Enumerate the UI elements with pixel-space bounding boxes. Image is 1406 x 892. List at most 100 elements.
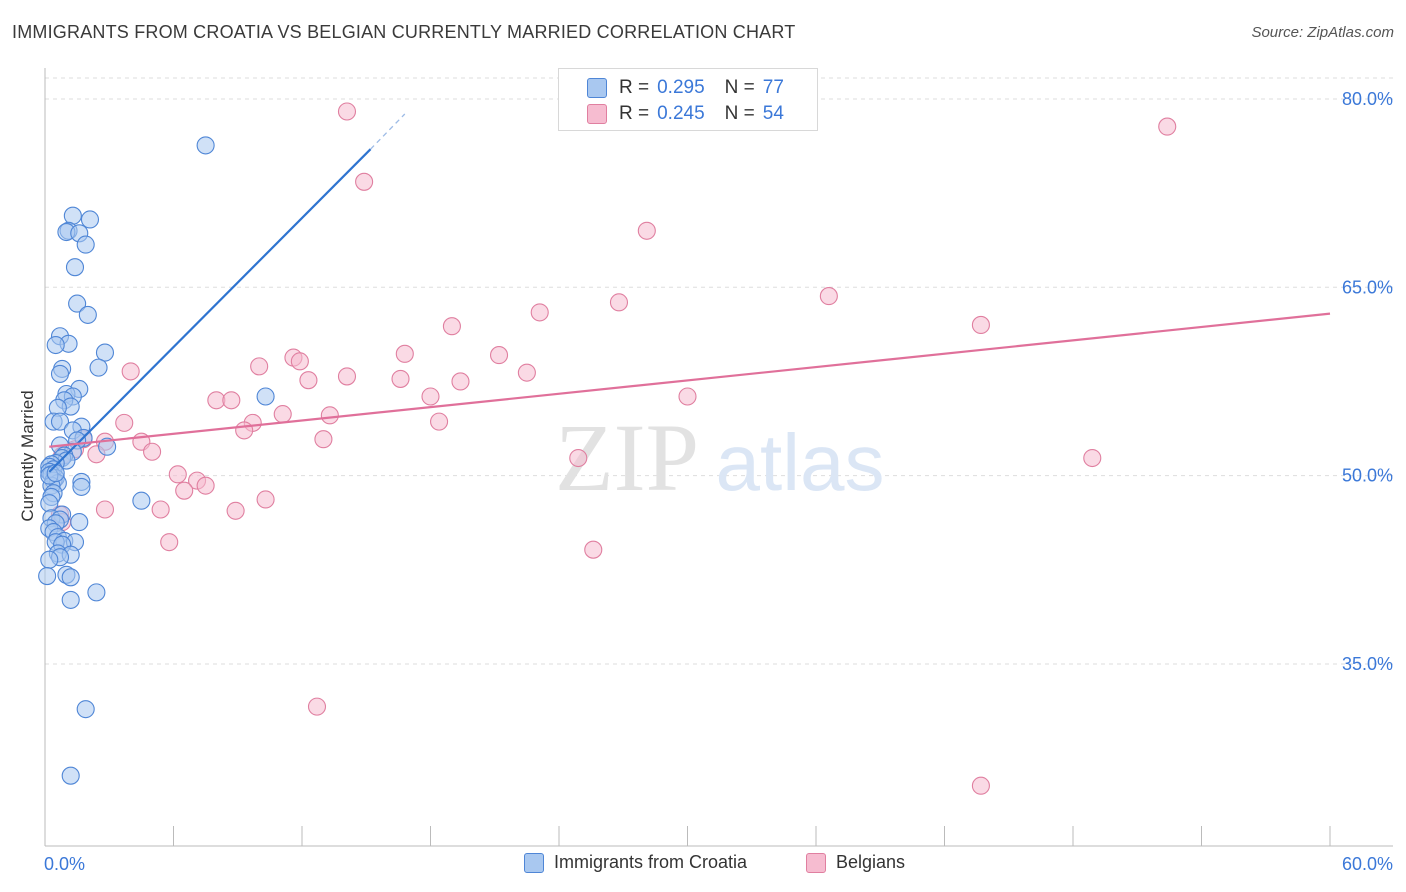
croatia-point xyxy=(87,583,106,602)
legend-n-value: 77 xyxy=(762,77,784,98)
croatia-trendline xyxy=(48,148,372,473)
croatia-point xyxy=(61,568,80,587)
watermark: ZIP atlas xyxy=(555,404,884,511)
croatia-point xyxy=(95,343,115,362)
belgians-point xyxy=(273,405,292,424)
legend-r-label: R = xyxy=(619,103,650,124)
belgians-point xyxy=(430,412,449,431)
x-tick-label: 0.0% xyxy=(44,854,85,874)
croatia-point xyxy=(46,464,65,483)
belgians-point xyxy=(307,697,327,716)
croatia-point xyxy=(196,136,215,155)
belgians-point xyxy=(421,387,440,406)
y-tick-label: 65.0% xyxy=(1342,277,1393,297)
legend-r-label: R = xyxy=(619,77,650,98)
croatia-point xyxy=(89,358,108,377)
croatia-point xyxy=(76,700,95,719)
belgians-point xyxy=(442,317,461,336)
croatia-point xyxy=(50,364,70,383)
belgians-point xyxy=(517,363,536,382)
correlation-legend: R = 0.295 N = 77 R = 0.245 N = 54 xyxy=(558,68,818,131)
belgians-point xyxy=(391,369,410,388)
belgians-point xyxy=(256,490,275,509)
y-tick-label: 80.0% xyxy=(1342,89,1393,109)
belgians-point xyxy=(314,430,333,449)
belgians-point xyxy=(168,465,187,484)
axes xyxy=(44,68,1393,847)
belgians-point xyxy=(250,357,269,376)
belgians-point xyxy=(971,315,990,334)
belgians-point xyxy=(337,102,357,121)
source-credit: Source: ZipAtlas.com xyxy=(1251,24,1394,41)
grid-lines xyxy=(45,77,1393,665)
belgians-point xyxy=(151,500,170,519)
belgians-point xyxy=(337,367,357,386)
croatia-point xyxy=(38,567,57,586)
belgians-point xyxy=(971,776,990,795)
belgians-point xyxy=(451,372,470,391)
belgians-point xyxy=(530,303,549,322)
belgians-point xyxy=(160,533,179,552)
belgians-point xyxy=(1083,448,1102,468)
belgians-point xyxy=(584,540,603,559)
croatia-point xyxy=(72,477,91,496)
y-tick-label: 35.0% xyxy=(1342,654,1393,674)
belgians-point xyxy=(355,172,374,191)
belgians-point xyxy=(395,344,414,363)
croatia-point xyxy=(98,437,117,456)
croatia-point xyxy=(132,491,151,510)
croatia-point xyxy=(63,206,82,225)
bottom-legend-swatch-belgians xyxy=(806,852,826,873)
bottom-legend-label-belgians: Belgians xyxy=(836,852,906,872)
chart-title: IMMIGRANTS FROM CROATIA VS BELGIAN CURRE… xyxy=(12,22,796,42)
belgians-trendline xyxy=(49,312,1331,448)
bottom-legend-croatia: Immigrants from Croatia xyxy=(524,852,747,873)
croatia-point xyxy=(68,294,87,313)
trendlines xyxy=(48,113,1331,473)
belgians-point xyxy=(143,442,162,461)
belgians-point xyxy=(196,476,215,495)
watermark-atlas: atlas xyxy=(716,418,885,507)
belgians-point xyxy=(121,362,140,381)
belgians-point xyxy=(115,413,134,432)
bottom-legend-swatch-croatia xyxy=(524,852,544,873)
belgians-point xyxy=(320,406,339,425)
legend-row-belgians: R = 0.245 N = 54 xyxy=(587,102,784,126)
croatia-trendline-extension xyxy=(370,113,406,150)
legend-swatch-croatia xyxy=(587,78,607,98)
legend-row-croatia: R = 0.295 N = 77 xyxy=(587,76,784,100)
belgians-point xyxy=(637,221,656,240)
legend-r-value: 0.245 xyxy=(657,103,705,124)
belgians-point xyxy=(226,501,245,520)
croatia-point xyxy=(76,235,95,254)
croatia-point xyxy=(256,387,275,406)
legend-n-value: 54 xyxy=(762,103,784,124)
x-tick-label: 60.0% xyxy=(1342,854,1393,874)
belgians-point xyxy=(489,346,509,365)
legend-n-label: N = xyxy=(724,77,755,98)
tick-labels: 35.0% 50.0% 65.0% 80.0% 0.0% 60.0% xyxy=(44,89,1393,874)
belgians-point xyxy=(290,352,309,371)
bottom-legend-label-croatia: Immigrants from Croatia xyxy=(554,852,748,872)
belgians-point xyxy=(235,421,254,440)
belgians-point xyxy=(569,448,588,468)
croatia-point xyxy=(40,550,59,569)
legend-swatch-belgians xyxy=(587,104,607,124)
croatia-point xyxy=(78,305,97,324)
belgians-point xyxy=(222,391,241,410)
croatia-point xyxy=(61,766,80,785)
belgians-point xyxy=(95,500,115,519)
belgians-points xyxy=(50,102,1177,795)
croatia-point xyxy=(70,513,89,532)
bottom-legend-belgians: Belgians xyxy=(806,852,905,873)
belgians-point xyxy=(299,371,318,390)
croatia-point xyxy=(65,258,85,277)
legend-n-label: N = xyxy=(724,103,755,124)
belgians-point xyxy=(1158,117,1177,136)
y-tick-label: 50.0% xyxy=(1342,466,1393,486)
belgians-point xyxy=(609,293,629,312)
belgians-point xyxy=(175,481,194,500)
croatia-point xyxy=(46,335,65,355)
belgians-point xyxy=(819,287,838,306)
